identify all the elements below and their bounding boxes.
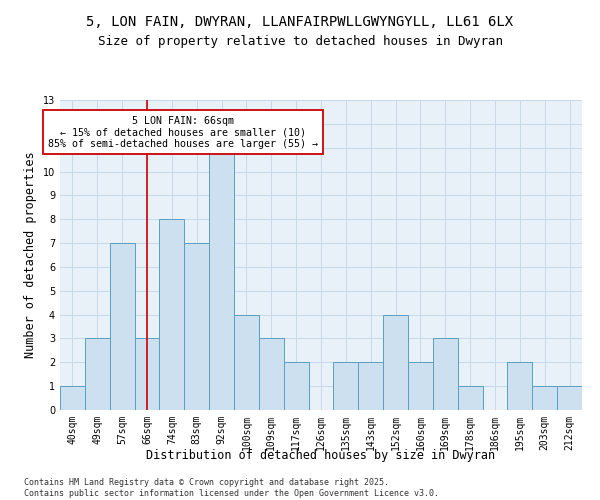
Bar: [358, 362, 383, 410]
Bar: [259, 338, 284, 410]
Text: 5, LON FAIN, DWYRAN, LLANFAIRPWLLGWYNGYLL, LL61 6LX: 5, LON FAIN, DWYRAN, LLANFAIRPWLLGWYNGYL…: [86, 15, 514, 29]
Text: Size of property relative to detached houses in Dwyran: Size of property relative to detached ho…: [97, 35, 503, 48]
Bar: [110, 243, 134, 410]
Bar: [85, 338, 110, 410]
Text: Distribution of detached houses by size in Dwyran: Distribution of detached houses by size …: [146, 448, 496, 462]
Text: 5 LON FAIN: 66sqm
← 15% of detached houses are smaller (10)
85% of semi-detached: 5 LON FAIN: 66sqm ← 15% of detached hous…: [47, 116, 317, 148]
Bar: [284, 362, 308, 410]
Bar: [60, 386, 85, 410]
Bar: [433, 338, 458, 410]
Bar: [557, 386, 582, 410]
Bar: [134, 338, 160, 410]
Y-axis label: Number of detached properties: Number of detached properties: [24, 152, 37, 358]
Bar: [383, 314, 408, 410]
Bar: [508, 362, 532, 410]
Text: Contains HM Land Registry data © Crown copyright and database right 2025.
Contai: Contains HM Land Registry data © Crown c…: [24, 478, 439, 498]
Bar: [458, 386, 482, 410]
Bar: [532, 386, 557, 410]
Bar: [408, 362, 433, 410]
Bar: [184, 243, 209, 410]
Bar: [209, 148, 234, 410]
Bar: [234, 314, 259, 410]
Bar: [160, 219, 184, 410]
Bar: [334, 362, 358, 410]
